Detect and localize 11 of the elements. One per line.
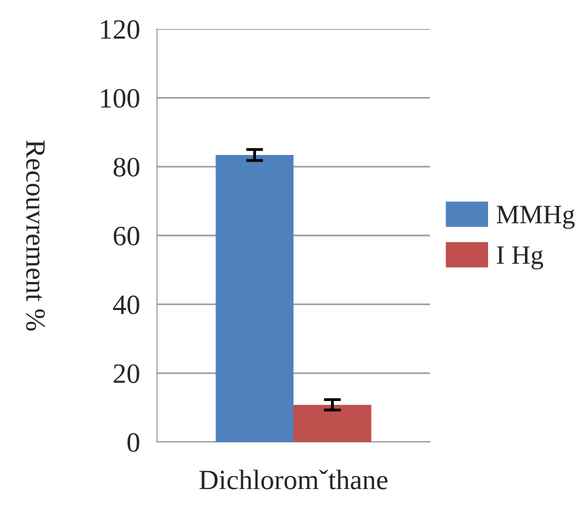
legend-label: I Hg	[496, 246, 544, 270]
y-tick-label: 40	[113, 296, 140, 314]
y-tick-label: 20	[114, 364, 140, 384]
x-tick-label: Dichloromˇthane	[199, 470, 388, 490]
legend-label: MMHg	[496, 206, 575, 229]
y-axis-title: Recouvrement %	[26, 140, 45, 331]
y-tick-label: 100	[101, 89, 140, 108]
y-tick-label: 120	[101, 20, 140, 39]
y-tick-label: 0	[128, 433, 140, 452]
y-tick-label: 80	[114, 158, 140, 177]
y-tick-label: 60	[114, 226, 140, 246]
